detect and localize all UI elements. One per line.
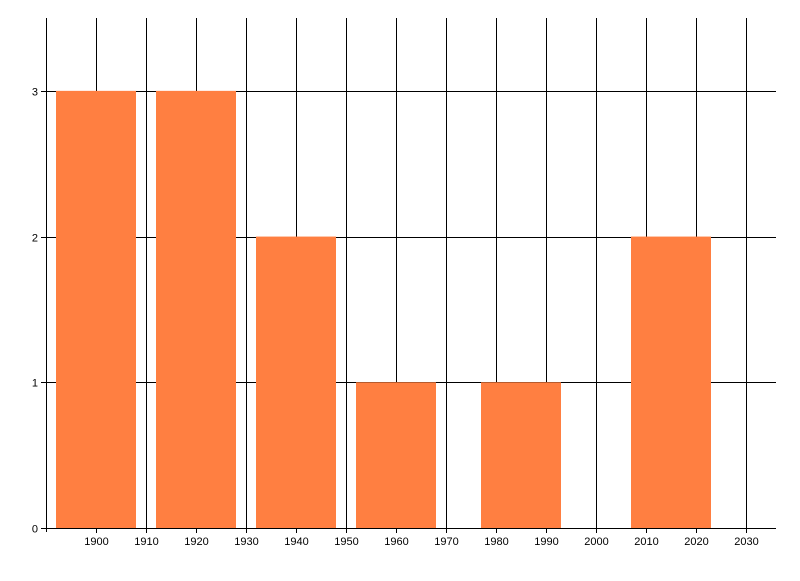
- x-tick-label: 1960: [384, 536, 408, 548]
- x-tick-label: 1980: [484, 536, 508, 548]
- x-tick-label: 1920: [184, 536, 208, 548]
- y-tick-label: 2: [32, 233, 38, 245]
- y-tick-label: 3: [32, 87, 38, 99]
- bar: [256, 236, 336, 529]
- x-tick-label: 2030: [734, 536, 758, 548]
- bars: [56, 90, 711, 529]
- bar: [356, 382, 436, 528]
- x-tick-label: 2000: [584, 536, 608, 548]
- y-tick-label: 0: [32, 524, 38, 536]
- bar: [56, 90, 136, 528]
- x-tick-label: 2010: [634, 536, 658, 548]
- x-tick-label: 1970: [434, 536, 458, 548]
- bar: [481, 382, 561, 528]
- x-tick-label: 2020: [684, 536, 708, 548]
- x-tick-label: 1900: [84, 536, 108, 548]
- axes: [41, 18, 776, 533]
- x-tick-label: 1910: [134, 536, 158, 548]
- y-tick-label: 1: [32, 378, 38, 390]
- x-tick-label: 1990: [534, 536, 558, 548]
- bar: [156, 90, 236, 528]
- bar: [631, 236, 711, 529]
- x-tick-label: 1940: [284, 536, 308, 548]
- x-tick-label: 1930: [234, 536, 258, 548]
- x-tick-label: 1950: [334, 536, 358, 548]
- tick-labels: 0 1 2 3 1900 1910 1920 1930 1940 1950 1960 1970 1980…: [32, 87, 759, 549]
